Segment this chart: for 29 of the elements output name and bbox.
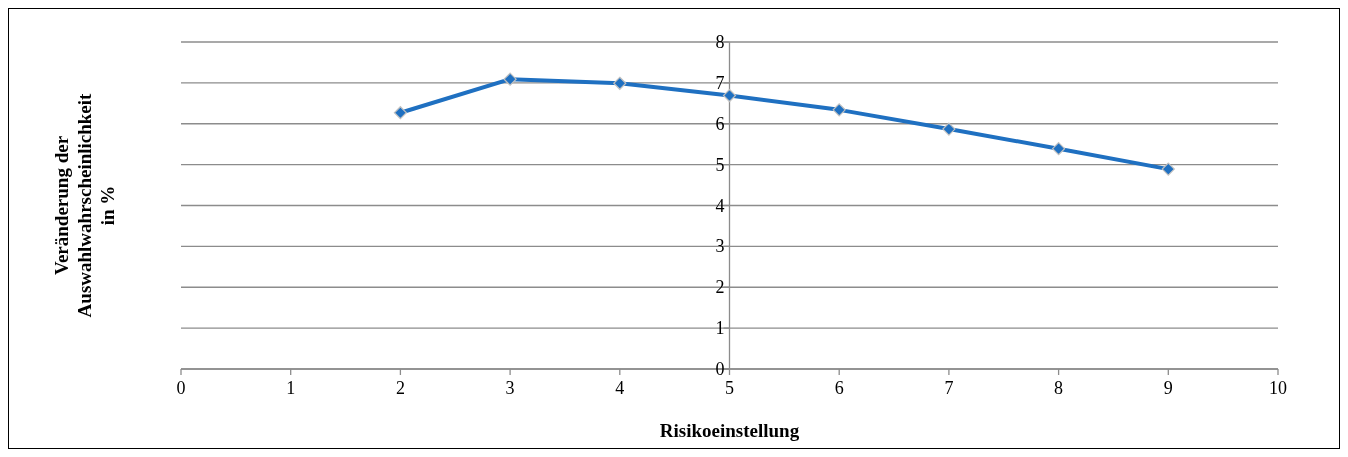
- x-tick-label: 6: [834, 378, 844, 398]
- y-tick-label: 7: [715, 72, 725, 93]
- point: [1052, 142, 1066, 156]
- x-tick-label: 9: [1163, 378, 1173, 398]
- x-tick-label: 2: [395, 378, 405, 398]
- y-tick-label: 8: [715, 32, 725, 52]
- point: [503, 72, 517, 86]
- point: [393, 106, 407, 120]
- point: [1161, 162, 1175, 176]
- x-tick-label: 8: [1054, 378, 1064, 398]
- y-tick-label: 6: [715, 113, 725, 134]
- x-tick-label: 0: [176, 378, 186, 398]
- y-tick-label: 4: [715, 195, 725, 216]
- x-tick-label: 10: [1269, 378, 1287, 398]
- x-tick-label: 7: [944, 378, 954, 398]
- point: [832, 103, 846, 117]
- point: [942, 122, 956, 136]
- y-tick-label: 0: [715, 359, 725, 379]
- y-tick-label: 1: [715, 318, 725, 339]
- x-tick-label: 1: [286, 378, 296, 398]
- x-tick-label: 3: [505, 378, 515, 398]
- y-tick-label: 3: [715, 236, 725, 257]
- y-axis-title: Veränderung der Auswahlwahrscheinlichkeit in %: [51, 92, 118, 318]
- y-tick-label: 5: [715, 154, 725, 175]
- point: [722, 88, 737, 103]
- point: [613, 76, 627, 90]
- y-tick-label: 2: [715, 277, 725, 298]
- x-tick-label: 4: [615, 378, 625, 398]
- x-axis-title: Risikoeinstellung: [659, 420, 800, 441]
